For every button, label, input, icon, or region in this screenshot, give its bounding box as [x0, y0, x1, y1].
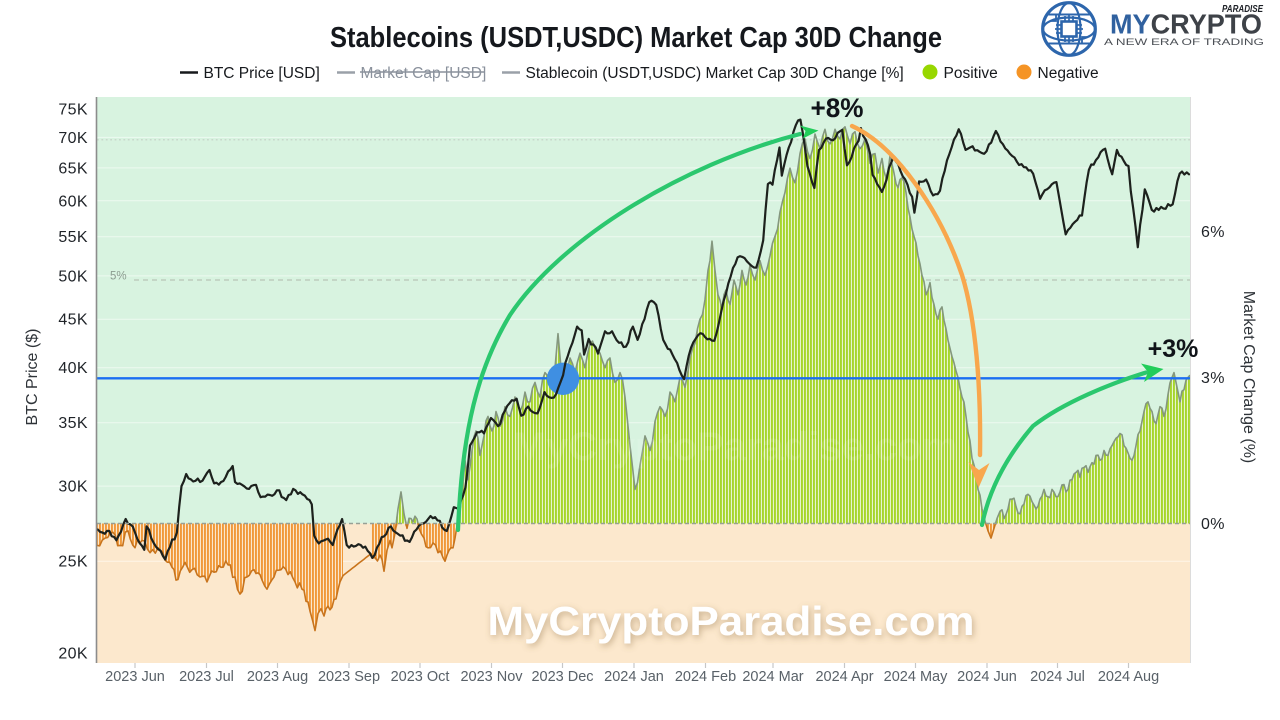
- svg-text:2024 Aug: 2024 Aug: [1098, 669, 1159, 685]
- svg-text:2024 Apr: 2024 Apr: [815, 669, 873, 685]
- svg-text:BTC Price [USD]: BTC Price [USD]: [204, 65, 320, 82]
- svg-text:70K: 70K: [58, 130, 88, 147]
- svg-text:45K: 45K: [58, 312, 88, 329]
- svg-text:MyCryptoParadise.com: MyCryptoParadise.com: [488, 598, 975, 644]
- svg-text:BTC Price ($): BTC Price ($): [24, 329, 41, 426]
- svg-text:2024 May: 2024 May: [884, 669, 948, 685]
- svg-text:+3%: +3%: [1148, 335, 1199, 363]
- svg-text:30K: 30K: [58, 479, 88, 496]
- svg-text:35K: 35K: [58, 415, 88, 432]
- svg-text:2024 Jun: 2024 Jun: [957, 669, 1017, 685]
- svg-text:20K: 20K: [58, 646, 88, 663]
- svg-text:+8%: +8%: [811, 93, 864, 123]
- svg-text:75K: 75K: [58, 102, 88, 119]
- svg-text:25K: 25K: [58, 554, 88, 571]
- svg-text:0%: 0%: [1201, 516, 1225, 533]
- svg-text:Negative: Negative: [1038, 65, 1099, 82]
- svg-text:2023 Oct: 2023 Oct: [391, 669, 450, 685]
- svg-text:PARADISE: PARADISE: [1222, 4, 1263, 15]
- svg-text:Stablecoin (USDT,USDC) Market: Stablecoin (USDT,USDC) Market Cap 30D Ch…: [526, 65, 904, 82]
- svg-text:2023 Sep: 2023 Sep: [318, 669, 380, 685]
- svg-text:40K: 40K: [58, 360, 88, 377]
- svg-text:65K: 65K: [58, 160, 88, 177]
- svg-text:Market Cap Change (%): Market Cap Change (%): [1240, 291, 1257, 464]
- svg-text:2023 Jun: 2023 Jun: [105, 669, 165, 685]
- svg-text:5%: 5%: [110, 271, 127, 283]
- svg-text:2024 Jan: 2024 Jan: [604, 669, 664, 685]
- svg-text:A NEW ERA OF TRADING: A NEW ERA OF TRADING: [1104, 37, 1264, 48]
- svg-text:2023 Nov: 2023 Nov: [460, 669, 523, 685]
- svg-text:60K: 60K: [58, 193, 88, 210]
- svg-text:2023 Aug: 2023 Aug: [247, 669, 308, 685]
- svg-text:Market Cap [USD]: Market Cap [USD]: [361, 65, 487, 82]
- svg-text:3%: 3%: [1201, 370, 1225, 387]
- svg-text:2024 Mar: 2024 Mar: [742, 669, 803, 685]
- svg-text:2024 Jul: 2024 Jul: [1030, 669, 1085, 685]
- svg-text:Positive: Positive: [944, 65, 998, 82]
- svg-text:MYCRYPTO: MYCRYPTO: [1110, 9, 1262, 40]
- svg-text:2023 Jul: 2023 Jul: [179, 669, 234, 685]
- svg-text:2023 Dec: 2023 Dec: [531, 669, 593, 685]
- svg-text:2024 Feb: 2024 Feb: [675, 669, 736, 685]
- svg-text:Stablecoins (USDT,USDC) Market: Stablecoins (USDT,USDC) Market Cap 30D C…: [330, 22, 942, 54]
- svg-text:50K: 50K: [58, 268, 88, 285]
- svg-text:55K: 55K: [58, 229, 88, 246]
- svg-text:6%: 6%: [1201, 224, 1225, 241]
- svg-text:MyCryptoParadise.com: MyCryptoParadise.com: [513, 425, 958, 469]
